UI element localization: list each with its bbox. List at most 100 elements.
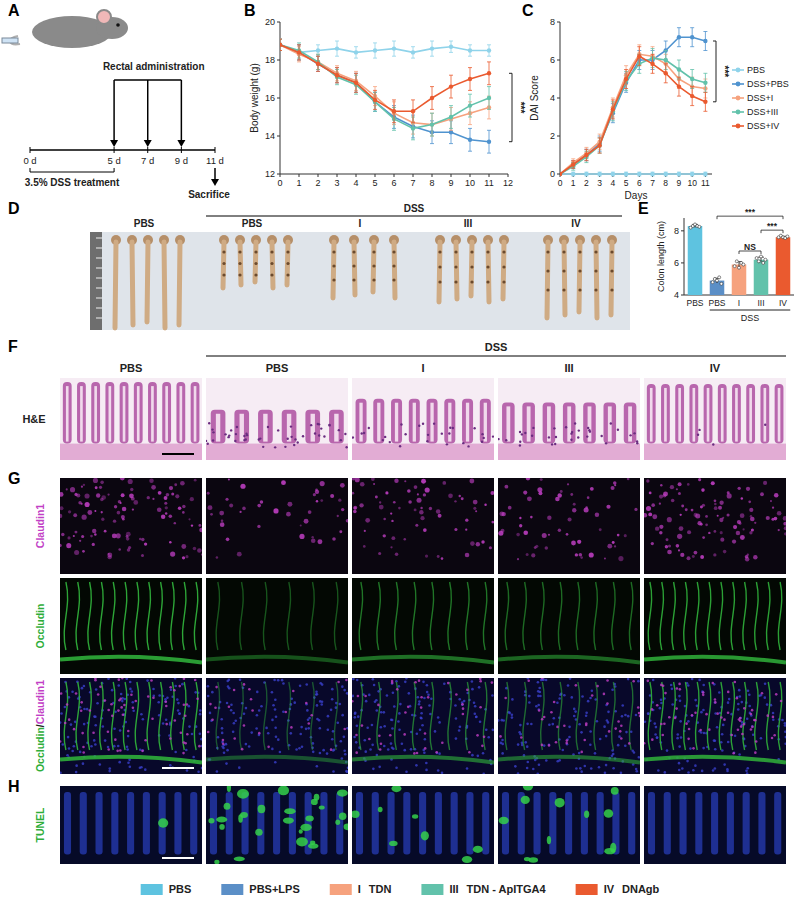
cell [633, 432, 635, 434]
marker [430, 46, 434, 50]
nucleus [82, 762, 85, 765]
error-bar [690, 70, 694, 89]
signal [184, 715, 187, 718]
signal [216, 556, 219, 559]
signal [404, 480, 406, 482]
nucleus [157, 701, 160, 704]
signal [383, 534, 386, 537]
tissue [206, 378, 348, 460]
signal [64, 722, 67, 725]
signal [466, 682, 469, 750]
signal [430, 682, 433, 750]
cell [498, 438, 500, 440]
signal [94, 679, 97, 682]
signal [183, 678, 186, 680]
error-bar [411, 47, 415, 58]
error-bar [651, 172, 655, 176]
signal [250, 698, 253, 701]
signal [700, 523, 703, 526]
signal [174, 483, 177, 486]
signal [304, 519, 309, 524]
nucleus [526, 767, 529, 770]
signal [378, 734, 381, 737]
signal [612, 682, 615, 750]
colon [471, 242, 472, 296]
signal [594, 582, 597, 650]
signal [718, 506, 722, 510]
signal [589, 552, 594, 557]
nucleus [621, 704, 624, 707]
micrograph [352, 678, 494, 774]
y-tick-label: 4 [674, 290, 679, 300]
nucleus [139, 748, 142, 751]
signal [267, 746, 270, 749]
x-tick-label: 3 [334, 178, 339, 188]
nucleus [604, 771, 607, 774]
signal [644, 513, 647, 517]
marker [430, 122, 434, 126]
error-bar [690, 172, 694, 176]
nucleus [319, 752, 322, 755]
cell [314, 432, 316, 434]
signal [240, 582, 243, 650]
nucleus [230, 703, 233, 706]
ruler-tick [96, 258, 102, 259]
panel-letter: B [244, 2, 256, 19]
nucleus [535, 705, 538, 708]
nucleus [458, 729, 461, 732]
y-tick [277, 22, 280, 23]
group-label: DSS [485, 341, 508, 353]
crypt [448, 403, 451, 442]
signal [441, 557, 444, 560]
signal [337, 681, 340, 684]
signal [169, 486, 173, 490]
signal [139, 538, 141, 540]
signal [147, 582, 150, 650]
signal [568, 517, 572, 521]
signal [680, 514, 682, 516]
signal [680, 553, 684, 557]
signal [707, 582, 710, 650]
crypt [148, 382, 157, 444]
signal [560, 490, 563, 493]
cell [462, 442, 464, 444]
marker [297, 50, 301, 54]
marker [637, 172, 641, 176]
nucleus [374, 700, 377, 703]
signal [714, 499, 717, 502]
nucleus [352, 695, 354, 698]
signal [614, 484, 616, 486]
panel-letter: C [522, 2, 534, 19]
signal [466, 582, 469, 650]
error-bar [677, 172, 681, 176]
signal [88, 582, 91, 650]
signal [352, 757, 494, 763]
nucleus [422, 681, 425, 684]
signal [122, 714, 125, 717]
nucleus [319, 700, 322, 703]
nucleus [113, 727, 116, 730]
nucleus [474, 712, 477, 715]
error-bar [624, 172, 628, 176]
nucleus [364, 750, 367, 753]
signal [165, 512, 168, 515]
signal [171, 582, 174, 650]
colon-spot [578, 269, 581, 272]
nucleus [343, 736, 346, 739]
signal [211, 718, 214, 721]
marker [664, 71, 668, 75]
error-bar [468, 128, 472, 151]
y-tick [277, 136, 280, 137]
crypt [430, 403, 433, 442]
nucleus [589, 730, 592, 733]
x-tick-label: 9 [448, 178, 453, 188]
nucleus [364, 739, 367, 742]
signal [473, 500, 478, 505]
nucleus [401, 742, 404, 745]
nucleus [568, 726, 571, 729]
nucleus [301, 745, 304, 748]
nucleus [371, 744, 374, 747]
error-bar [373, 90, 377, 109]
colon-spot [486, 280, 489, 283]
column-label: PBS [266, 362, 289, 374]
